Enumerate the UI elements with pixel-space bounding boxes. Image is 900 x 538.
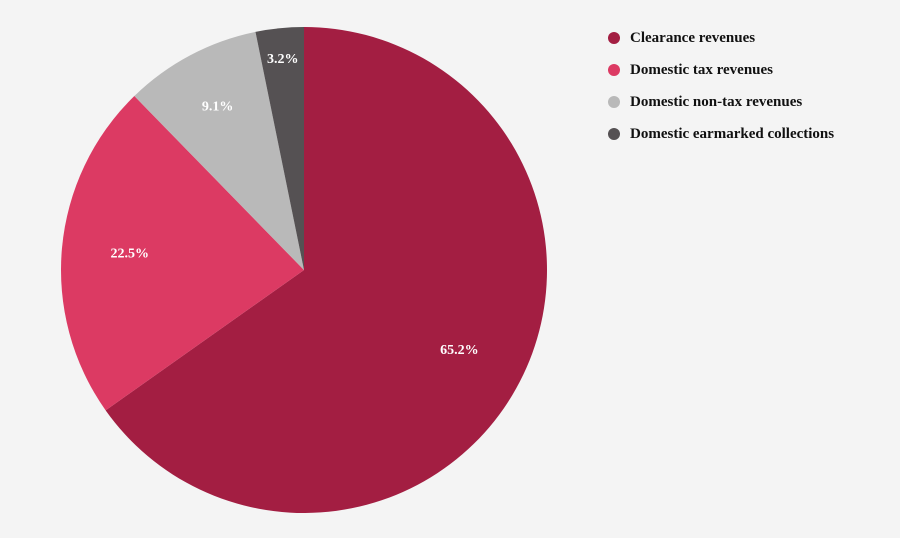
legend: Clearance revenues Domestic tax revenues… xyxy=(608,26,834,154)
pie-slice-domestic-tax-revenues[interactable] xyxy=(61,96,304,411)
legend-item-domestic-tax-revenues[interactable]: Domestic tax revenues xyxy=(608,58,834,82)
legend-item-domestic-earmarked-collections[interactable]: Domestic earmarked collections xyxy=(608,122,834,146)
data-label-domestic-tax-revenues: 22.5% xyxy=(111,247,150,262)
pie-slice-clearance-revenues[interactable] xyxy=(105,27,548,513)
legend-label-domestic-earmarked-collections: Domestic earmarked collections xyxy=(630,125,835,142)
legend-marker-domestic-earmarked-collections xyxy=(608,128,620,140)
legend-marker-domestic-non-tax-revenues xyxy=(608,96,620,108)
data-label-domestic-non-tax-revenues: 9.1% xyxy=(202,99,234,114)
pie-slice-domestic-non-tax-revenues[interactable] xyxy=(134,31,304,271)
legend-item-domestic-non-tax-revenues[interactable]: Domestic non-tax revenues xyxy=(608,90,834,114)
legend-marker-clearance-revenues xyxy=(608,32,620,44)
legend-label-domestic-tax-revenues: Domestic tax revenues xyxy=(630,61,774,78)
data-label-domestic-earmarked-collections: 3.2% xyxy=(267,52,299,67)
legend-label-clearance-revenues: Clearance revenues xyxy=(630,29,756,46)
data-label-clearance-revenues: 65.2% xyxy=(440,343,479,358)
pie-slice-domestic-earmarked-collections[interactable] xyxy=(255,27,304,270)
pie-data-labels: 65.2% 22.5% 9.1% 3.2% xyxy=(111,52,479,358)
legend-label-domestic-non-tax-revenues: Domestic non-tax revenues xyxy=(630,93,803,110)
legend-marker-domestic-tax-revenues xyxy=(608,64,620,76)
pie-slices xyxy=(61,27,548,513)
legend-item-clearance-revenues[interactable]: Clearance revenues xyxy=(608,26,834,50)
